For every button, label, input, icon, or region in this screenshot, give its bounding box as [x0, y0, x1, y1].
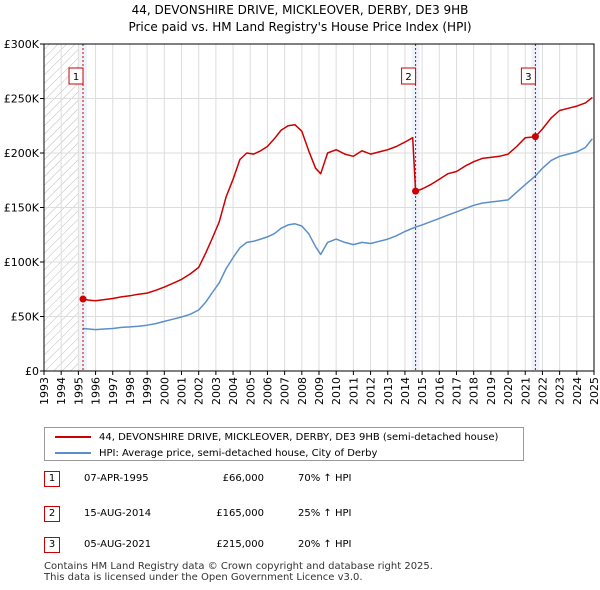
chart-title-main: 44, DEVONSHIRE DRIVE, MICKLEOVER, DERBY,… — [131, 3, 469, 17]
legend-swatch-property — [55, 436, 91, 438]
sale-label-text: 2 — [405, 72, 411, 83]
sale-label-box — [68, 67, 84, 85]
x-tick-label: 2021 — [519, 377, 532, 405]
sale-label-text: 3 — [525, 72, 531, 83]
x-tick-label: 2013 — [382, 377, 395, 405]
x-tick-label: 2017 — [451, 377, 464, 405]
sale-label-box — [520, 67, 536, 85]
x-tick-label: 2012 — [365, 377, 378, 405]
x-tick-label: 2022 — [536, 377, 549, 405]
y-tick-label: £50K — [11, 311, 40, 324]
sale-row: 1 07-APR-1995 £66,000 70% ↑ HPI — [44, 471, 464, 489]
x-tick-label: 1998 — [124, 377, 137, 405]
sale-point — [412, 187, 420, 195]
footer-licence: This data is licensed under the Open Gov… — [44, 572, 363, 583]
y-tick-label: £200K — [4, 147, 40, 160]
y-tick-label: £100K — [4, 256, 40, 269]
sale-price: £66,000 — [222, 473, 264, 484]
x-tick-label: 2024 — [571, 377, 584, 405]
sale-price: £165,000 — [216, 508, 264, 519]
legend-item-hpi: HPI: Average price, semi-detached house,… — [45, 445, 377, 461]
x-tick-label: 2020 — [502, 377, 515, 405]
chart-subtitle: Price paid vs. HM Land Registry's House … — [128, 20, 472, 34]
sale-price: £215,000 — [216, 539, 264, 550]
sale-hpi-diff: 20% ↑ HPI — [298, 539, 352, 550]
sale-number-badge: 1 — [44, 471, 60, 487]
legend-item-property: 44, DEVONSHIRE DRIVE, MICKLEOVER, DERBY,… — [45, 429, 498, 445]
sale-point — [531, 133, 539, 141]
legend-label-hpi: HPI: Average price, semi-detached house,… — [99, 447, 378, 459]
x-tick-label: 2019 — [485, 377, 498, 405]
hpi-series-line — [82, 138, 593, 331]
sale-date: 05-AUG-2021 — [84, 539, 152, 550]
x-tick-label: 1999 — [141, 377, 154, 405]
x-tick-label: 1995 — [72, 377, 85, 405]
x-tick-label: 2023 — [554, 377, 567, 405]
y-tick-label: £0 — [25, 365, 39, 378]
x-tick-label: 1994 — [55, 377, 68, 405]
y-tick-label: £300K — [4, 38, 40, 51]
x-tick-label: 2011 — [347, 377, 360, 405]
x-tick-label: 2014 — [399, 377, 412, 405]
sale-hpi-diff: 70% ↑ HPI — [298, 473, 352, 484]
x-tick-label: 2015 — [416, 377, 429, 405]
x-tick-label: 2001 — [176, 377, 189, 405]
x-tick-label: 2000 — [158, 377, 171, 405]
chart-area: 1 2 3 £0 £50K £100K £150K £200K £250K £300K 1993 1… — [4, 38, 600, 405]
price-chart: 1 2 3 £0 £50K £100K £150K £200K £250K £300K 1993 1… — [4, 38, 600, 405]
y-tick-label: £150K — [4, 202, 40, 215]
sale-number-badge: 2 — [44, 506, 60, 522]
sale-row: 3 05-AUG-2021 £215,000 20% ↑ HPI — [44, 537, 464, 555]
sale-date: 15-AUG-2014 — [84, 508, 152, 519]
x-tick-label: 1996 — [90, 377, 103, 405]
x-tick-label: 1993 — [38, 377, 51, 405]
x-tick-label: 2018 — [468, 377, 481, 405]
chart-legend: 44, DEVONSHIRE DRIVE, MICKLEOVER, DERBY,… — [44, 427, 524, 461]
x-tick-label: 2005 — [244, 377, 257, 405]
sale-label-box — [401, 67, 417, 85]
x-tick-label: 2006 — [261, 377, 274, 405]
sale-number-badge: 3 — [44, 537, 60, 553]
x-tick-label: 2007 — [279, 377, 292, 405]
sale-label-text: 1 — [73, 72, 79, 83]
x-tick-label: 2004 — [227, 377, 240, 405]
x-tick-label: 2010 — [330, 377, 343, 405]
x-tick-label: 2009 — [313, 377, 326, 405]
x-tick-label: 2002 — [193, 377, 206, 405]
x-tick-label: 2003 — [210, 377, 223, 405]
sale-point — [79, 295, 87, 303]
legend-swatch-hpi — [55, 452, 91, 454]
sale-date: 07-APR-1995 — [84, 473, 149, 484]
footer-copyright: Contains HM Land Registry data © Crown c… — [44, 561, 433, 572]
y-tick-label: £250K — [4, 93, 40, 106]
sale-hpi-diff: 25% ↑ HPI — [298, 508, 352, 519]
footer-attribution: Contains HM Land Registry data © Crown c… — [44, 561, 584, 583]
x-tick-label: 2025 — [588, 377, 600, 405]
sale-row: 2 15-AUG-2014 £165,000 25% ↑ HPI — [44, 506, 464, 524]
legend-label-property: 44, DEVONSHIRE DRIVE, MICKLEOVER, DERBY,… — [99, 431, 499, 443]
x-tick-label: 1997 — [107, 377, 120, 405]
property-series-line — [82, 96, 593, 302]
x-tick-label: 2016 — [433, 377, 446, 405]
x-tick-label: 2008 — [296, 377, 309, 405]
chart-title: 44, DEVONSHIRE DRIVE, MICKLEOVER, DERBY,… — [0, 2, 600, 36]
